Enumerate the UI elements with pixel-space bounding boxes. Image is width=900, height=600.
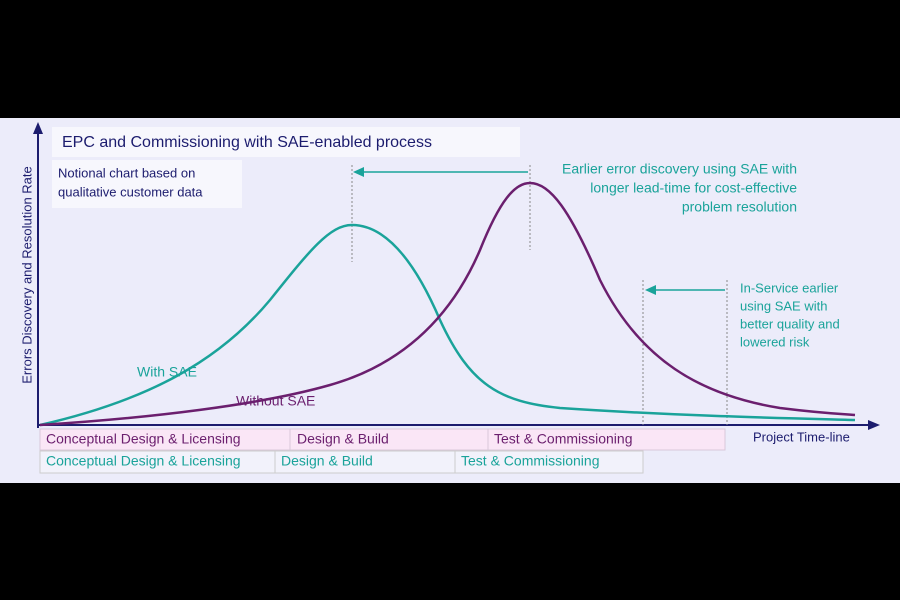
annotation-line: using SAE with: [740, 298, 827, 313]
curve-label: With SAE: [137, 364, 197, 380]
phase-box: [454, 450, 644, 474]
phase-label: Design & Build: [297, 431, 389, 447]
annotation-line: Earlier error discovery using SAE with: [562, 161, 797, 177]
phase-label: Test & Commissioning: [494, 431, 633, 447]
x-axis-arrow: [868, 420, 880, 430]
phase-label: Conceptual Design & Licensing: [46, 453, 241, 469]
phase-label: Conceptual Design & Licensing: [46, 431, 241, 447]
subtitle-line: qualitative customer data: [58, 184, 203, 199]
y-axis-arrow: [33, 122, 43, 134]
annotation-arrowhead: [353, 167, 364, 177]
annotation-line: In-Service earlier: [740, 280, 839, 295]
annotation-line: problem resolution: [682, 199, 797, 215]
with-sae-curve: [39, 223, 856, 427]
subtitle-line: Notional chart based on: [58, 165, 195, 180]
without-sae-curve: [39, 181, 856, 427]
subtitle-box: [52, 160, 242, 208]
title-box: [52, 127, 520, 157]
y-axis-label: Errors Discovery and Resolution Rate: [19, 166, 34, 383]
phase-label: Test & Commissioning: [461, 453, 600, 469]
annotation-line: better quality and: [740, 316, 840, 331]
annotation-line: lowered risk: [740, 334, 810, 349]
x-axis-label: Project Time-line: [753, 429, 850, 444]
annotation-line: longer lead-time for cost-effective: [590, 180, 797, 196]
curve-label: Without SAE: [236, 393, 315, 409]
title: EPC and Commissioning with SAE-enabled p…: [62, 134, 432, 151]
annotation-arrowhead: [645, 285, 656, 295]
phase-box: [487, 428, 726, 451]
phase-label: Design & Build: [281, 453, 373, 469]
